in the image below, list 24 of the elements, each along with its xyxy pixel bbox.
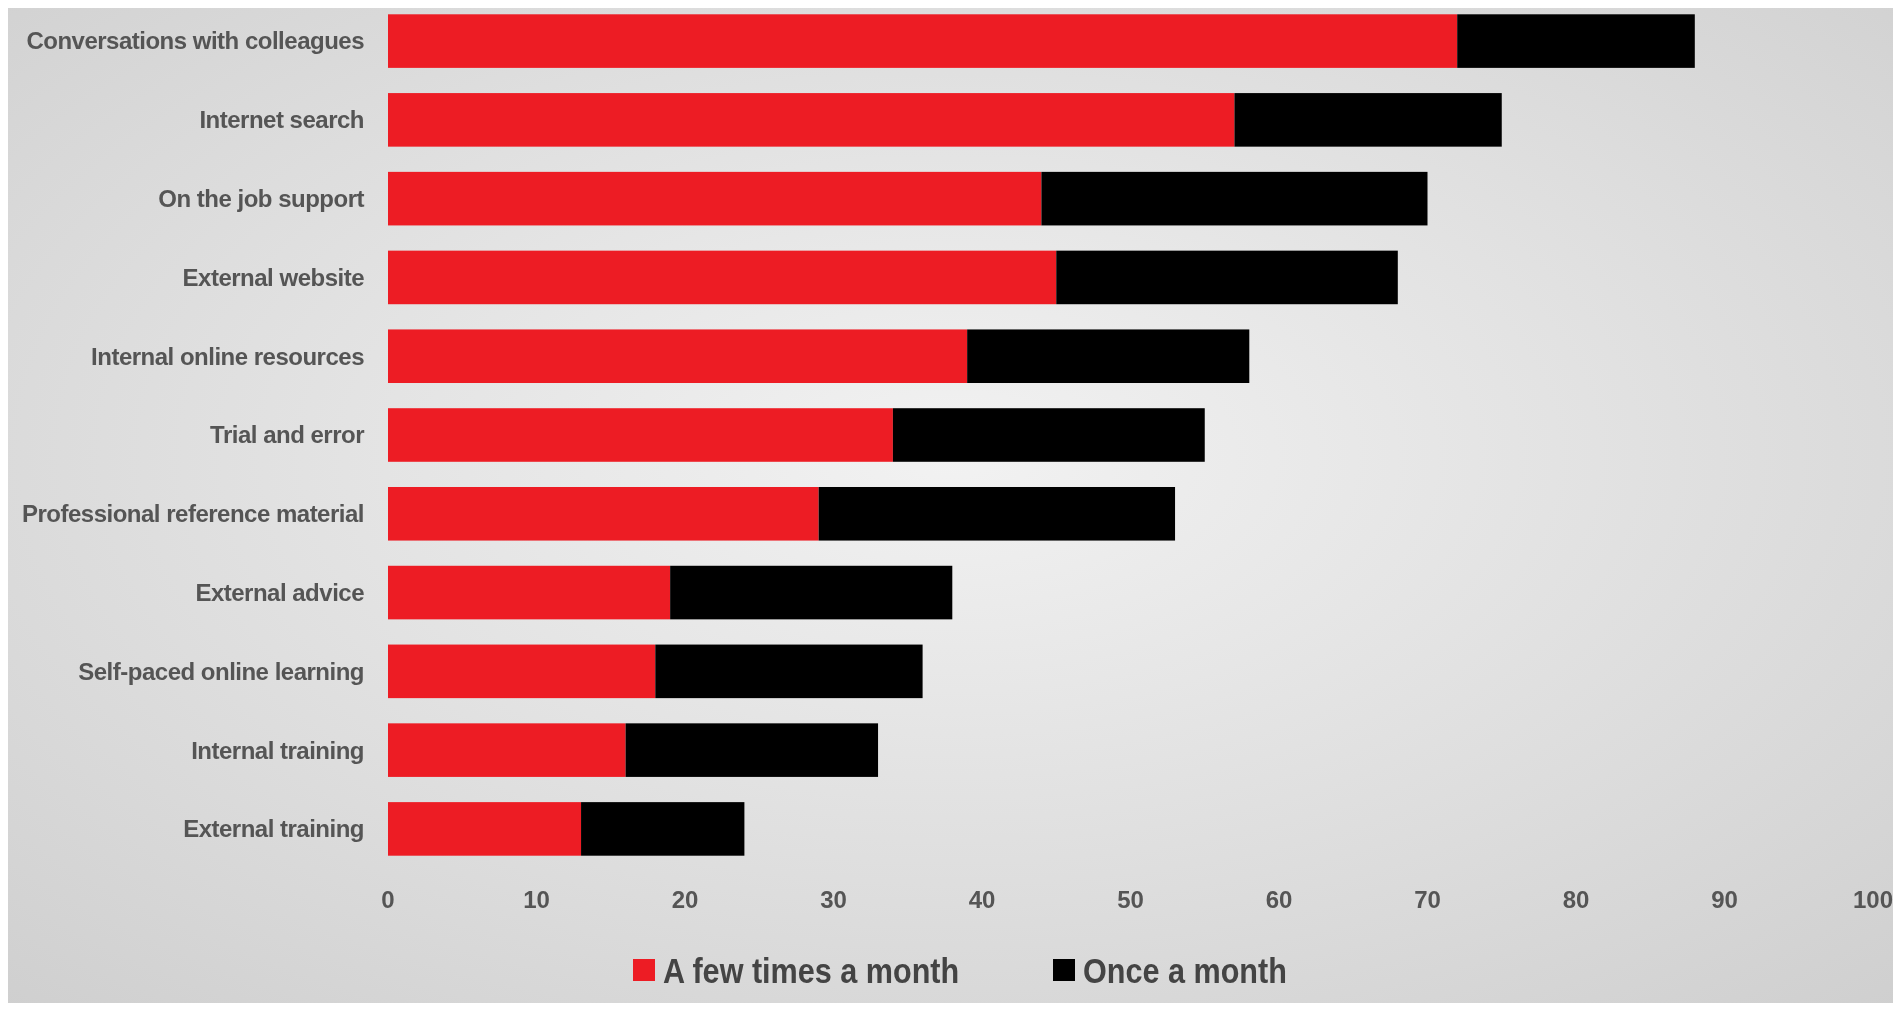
x-tick-label: 30 <box>820 886 847 914</box>
x-tick-label: 40 <box>968 886 996 914</box>
legend-label: A few times a month <box>663 950 960 991</box>
y-tick-label: Conversations with colleagues <box>26 27 365 55</box>
x-tick-label: 70 <box>1414 886 1441 914</box>
y-tick-label: External website <box>182 263 365 291</box>
x-tick-label: 20 <box>671 886 699 914</box>
y-tick-label: On the job support <box>158 185 365 213</box>
x-tick-label: 60 <box>1265 886 1293 914</box>
x-tick-label: 90 <box>1711 886 1738 914</box>
y-tick-label: Internal online resources <box>91 342 365 370</box>
y-tick-label: Trial and error <box>210 421 365 449</box>
x-tick-label: 80 <box>1562 886 1590 914</box>
x-tick-label: 50 <box>1117 886 1144 914</box>
x-tick-label: 100 <box>1852 886 1894 914</box>
x-tick-label: 10 <box>523 886 550 914</box>
x-tick-label: 0 <box>381 886 395 914</box>
y-tick-label: External advice <box>195 578 365 606</box>
y-tick-label: Internet search <box>199 106 364 134</box>
y-tick-label: Self-paced online learning <box>78 657 364 685</box>
y-tick-label: External training <box>183 815 364 843</box>
legend-label: Once a month <box>1083 950 1287 991</box>
y-tick-label: Internal training <box>191 736 364 764</box>
y-tick-label: Professional reference material <box>21 500 364 528</box>
